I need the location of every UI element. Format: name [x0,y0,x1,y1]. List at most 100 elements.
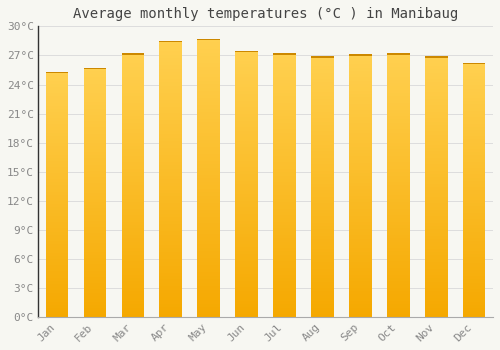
Bar [160,231,182,234]
Bar [160,200,182,203]
Bar [160,79,182,82]
Bar [122,60,144,63]
Bar [198,81,220,84]
Bar [425,86,448,89]
Bar [198,303,220,307]
Bar [46,210,68,213]
Bar [387,238,409,242]
Bar [273,245,296,248]
Bar [311,233,334,236]
Bar [84,77,106,80]
Bar [273,229,296,232]
Bar [425,69,448,73]
Bar [311,108,334,112]
Bar [122,278,144,281]
Bar [425,226,448,229]
Bar [387,182,409,186]
Bar [462,127,485,130]
Bar [387,258,409,261]
Bar [273,110,296,113]
Bar [311,135,334,138]
Bar [425,177,448,180]
Bar [122,268,144,271]
Bar [349,239,372,242]
Bar [387,195,409,199]
Bar [46,247,68,250]
Bar [198,175,220,178]
Bar [198,39,220,42]
Bar [122,83,144,86]
Bar [122,212,144,215]
Bar [273,133,296,136]
Bar [122,139,144,142]
Bar [122,311,144,314]
Bar [160,141,182,145]
Bar [349,180,372,183]
Bar [46,308,68,312]
Bar [46,115,68,118]
Bar [425,135,448,138]
Bar [387,66,409,70]
Bar [387,80,409,83]
Bar [122,130,144,133]
Bar [311,314,334,317]
Bar [425,292,448,295]
Bar [273,304,296,308]
Bar [84,239,106,243]
Bar [462,219,485,222]
Bar [311,265,334,268]
Bar [311,180,334,184]
Bar [84,265,106,268]
Bar [84,314,106,317]
Bar [273,248,296,252]
Bar [311,272,334,275]
Bar [236,208,258,211]
Bar [122,258,144,261]
Bar [462,136,485,139]
Bar [122,192,144,195]
Bar [46,118,68,121]
Bar [160,100,182,103]
Bar [160,228,182,231]
Bar [387,110,409,113]
Bar [84,252,106,255]
Bar [425,262,448,265]
Bar [462,206,485,209]
Bar [273,116,296,119]
Bar [160,134,182,138]
Bar [122,291,144,294]
Bar [349,87,372,91]
Bar [273,225,296,229]
Bar [311,292,334,295]
Bar [311,118,334,122]
Bar [273,222,296,225]
Bar [349,291,372,294]
Bar [349,55,372,56]
Bar [46,296,68,299]
Bar [311,187,334,190]
Bar [462,286,485,289]
Bar [273,176,296,179]
Bar [349,219,372,222]
Bar [160,196,182,200]
Bar [425,180,448,184]
Bar [46,173,68,176]
Bar [84,268,106,271]
Bar [160,252,182,255]
Bar [198,119,220,122]
Bar [273,93,296,96]
Bar [462,146,485,149]
Bar [311,229,334,233]
Bar [349,308,372,311]
Bar [84,218,106,221]
Bar [46,278,68,281]
Bar [122,110,144,113]
Bar [46,186,68,189]
Bar [425,223,448,226]
Bar [198,88,220,91]
Bar [84,193,106,196]
Bar [198,241,220,244]
Bar [425,190,448,194]
Bar [198,185,220,189]
Bar [122,261,144,265]
